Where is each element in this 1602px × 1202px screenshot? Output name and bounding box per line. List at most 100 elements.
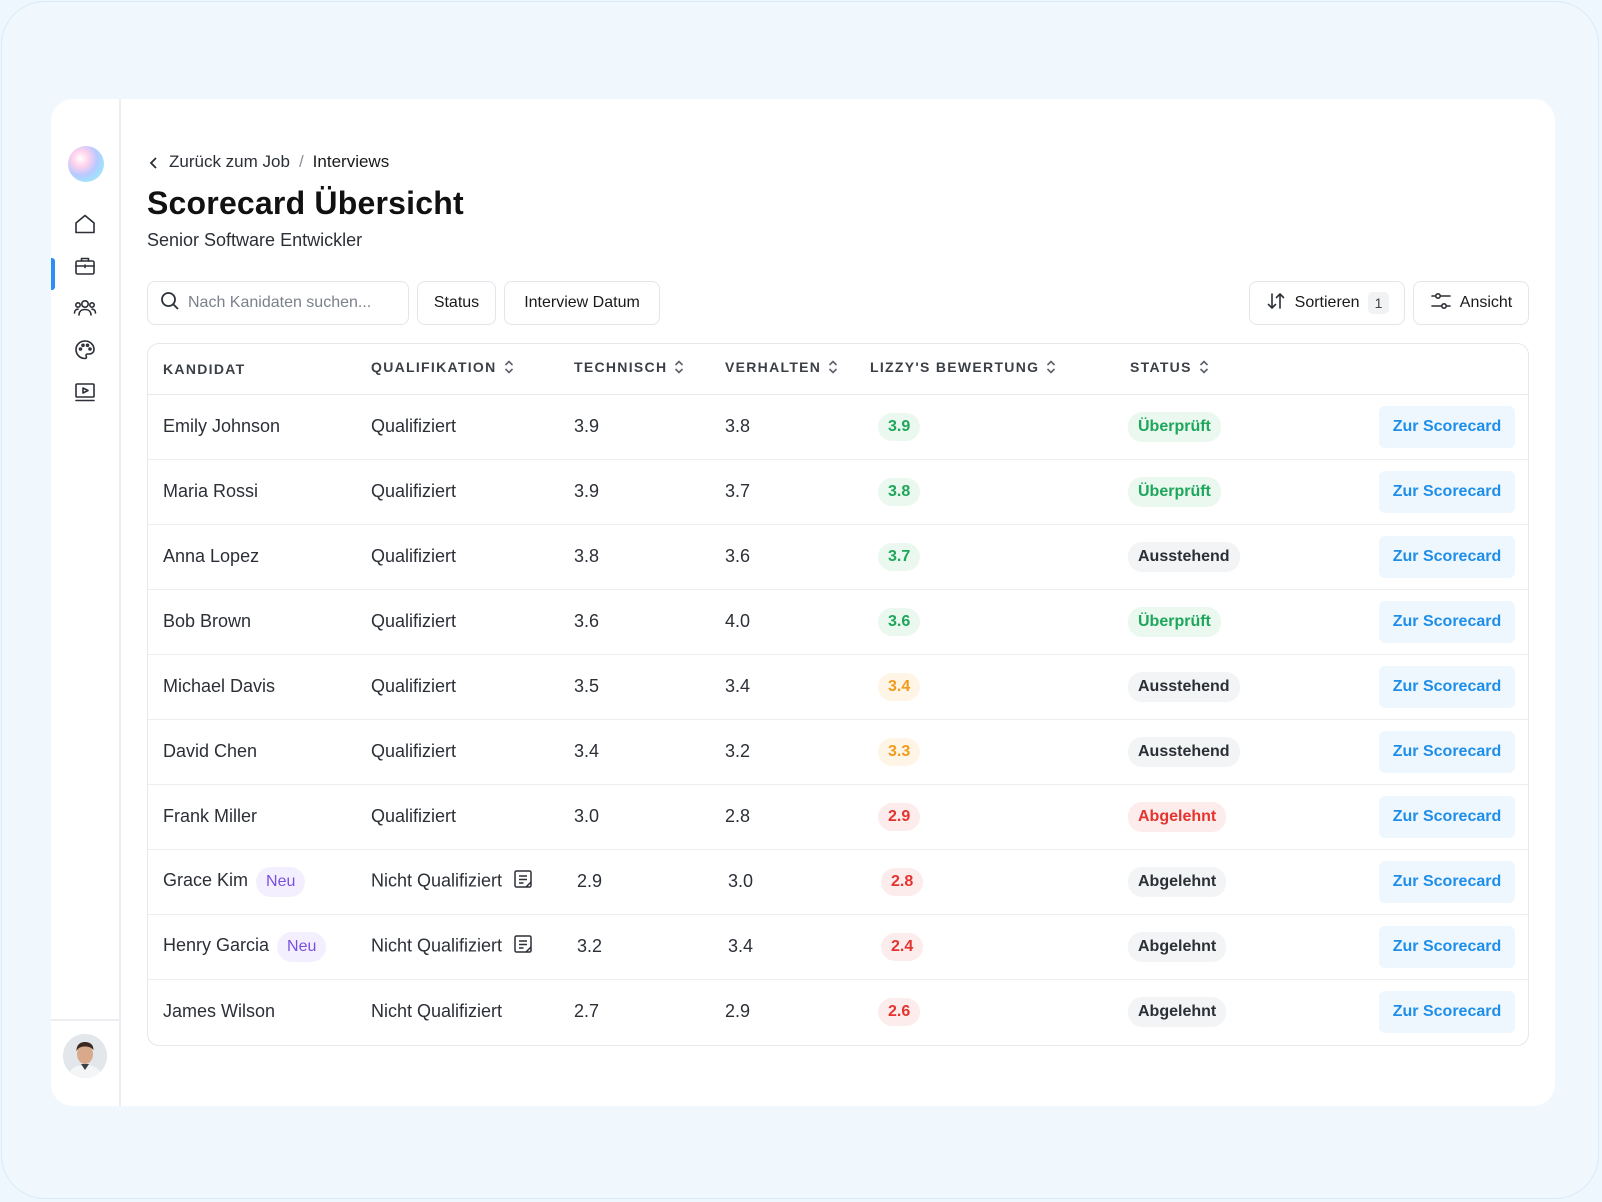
note-icon[interactable] <box>512 868 534 895</box>
search-box <box>147 281 409 325</box>
sort-button[interactable]: Sortieren 1 <box>1249 281 1405 325</box>
candidate-name: Emily Johnson <box>163 416 281 436</box>
page-subtitle: Senior Software Entwickler <box>147 230 363 250</box>
rating-cell: 3.4 <box>855 654 1115 719</box>
sidebar-item-home[interactable] <box>70 211 100 241</box>
qualification-value: Nicht Qualifiziert <box>371 870 503 891</box>
open-scorecard-button[interactable]: Zur Scorecard <box>1379 405 1515 448</box>
status-cell: Abgelehnt <box>1115 979 1315 1044</box>
table-row: David Chen Qualifiziert 3.4 3.2 3.3 Ausstehen… <box>148 719 1528 784</box>
status-cell: Ausstehend <box>1115 654 1315 719</box>
chevron-left-icon[interactable] <box>147 155 161 169</box>
qualification-cell: Qualifiziert <box>356 654 559 719</box>
breadcrumb: Zurück zum Job / Interviews <box>147 152 389 172</box>
status-badge: Ausstehend <box>1128 736 1240 767</box>
rating-cell: 2.9 <box>855 784 1115 849</box>
status-cell: Überprüft <box>1115 394 1315 459</box>
avatar[interactable] <box>63 1034 107 1078</box>
column-header-lizzy-rating[interactable]: Lizzy's Bewertung <box>855 344 1115 395</box>
table-row: Henry Garcia Neu Nicht Qualifiziert 3.2 3.4 2… <box>148 914 1528 979</box>
interview-date-filter-label: Interview Datum <box>524 294 640 311</box>
open-scorecard-button[interactable]: Zur Scorecard <box>1379 535 1515 578</box>
sort-toggle-icon[interactable] <box>503 359 515 378</box>
view-button[interactable]: Ansicht <box>1413 281 1529 325</box>
brand-logo[interactable] <box>68 146 104 182</box>
candidate-name: Bob Brown <box>163 611 252 631</box>
rating-cell: 2.4 <box>855 914 1115 979</box>
search-input[interactable] <box>188 294 388 312</box>
lizzy-rating-badge: 3.4 <box>878 672 921 701</box>
note-icon[interactable] <box>512 933 534 960</box>
candidate-name: Michael Davis <box>163 676 276 696</box>
action-cell: Zur Scorecard <box>1315 719 1528 784</box>
column-header-technical[interactable]: Technisch <box>559 344 710 395</box>
qualification-value: Qualifiziert <box>371 611 457 631</box>
action-cell: Zur Scorecard <box>1315 979 1528 1044</box>
rating-cell: 3.3 <box>855 719 1115 784</box>
sort-toggle-icon[interactable] <box>1198 359 1210 378</box>
interview-date-filter-button[interactable]: Interview Datum <box>504 281 660 325</box>
status-badge: Abgelehnt <box>1128 931 1227 962</box>
candidate-cell: David Chen <box>148 719 356 784</box>
lizzy-rating-badge: 2.9 <box>878 802 921 831</box>
app-window: Zurück zum Job / Interviews Scorecard Üb… <box>51 99 1555 1106</box>
table-row: Michael Davis Qualifiziert 3.5 3.4 3.4 Ausste… <box>148 654 1528 719</box>
status-badge: Abgelehnt <box>1128 801 1227 832</box>
technical-score: 3.4 <box>574 741 600 761</box>
behavior-score: 3.7 <box>725 481 751 501</box>
sort-count-badge: 1 <box>1367 292 1390 314</box>
open-scorecard-button[interactable]: Zur Scorecard <box>1379 730 1515 773</box>
open-scorecard-button[interactable]: Zur Scorecard <box>1379 925 1515 968</box>
lizzy-rating-badge: 3.3 <box>878 737 921 766</box>
lizzy-rating-badge: 3.7 <box>878 542 921 571</box>
scorecard-table: Kandidat Qualifikation Technisch Verhalt… <box>147 343 1529 1046</box>
qualification-cell: Nicht Qualifiziert <box>356 914 559 979</box>
column-header-behavior[interactable]: Verhalten <box>710 344 855 395</box>
open-scorecard-button[interactable]: Zur Scorecard <box>1379 990 1515 1033</box>
action-cell: Zur Scorecard <box>1315 784 1528 849</box>
sort-toggle-icon[interactable] <box>1045 359 1057 378</box>
action-cell: Zur Scorecard <box>1315 914 1528 979</box>
qualification-cell: Qualifiziert <box>356 589 559 654</box>
qualification-value: Qualifiziert <box>371 481 457 501</box>
sidebar-item-design[interactable] <box>70 337 100 367</box>
candidate-cell: Bob Brown <box>148 589 356 654</box>
technical-score: 3.0 <box>574 806 600 826</box>
sidebar-item-jobs[interactable] <box>70 253 100 283</box>
status-badge: Abgelehnt <box>1128 996 1227 1027</box>
open-scorecard-button[interactable]: Zur Scorecard <box>1379 600 1515 643</box>
new-badge: Neu <box>277 931 327 962</box>
technical-score: 2.9 <box>577 871 603 891</box>
sidebar-item-videos[interactable] <box>70 379 100 409</box>
behavior-score: 3.8 <box>725 416 751 436</box>
qualification-value: Nicht Qualifiziert <box>371 935 503 956</box>
open-scorecard-button[interactable]: Zur Scorecard <box>1379 470 1515 513</box>
qualification-cell: Qualifiziert <box>356 784 559 849</box>
behavior-score: 3.0 <box>728 871 754 891</box>
status-badge: Ausstehend <box>1128 541 1240 572</box>
status-cell: Ausstehend <box>1115 719 1315 784</box>
view-label: Ansicht <box>1459 294 1513 311</box>
candidate-cell: Maria Rossi <box>148 459 356 524</box>
sort-toggle-icon[interactable] <box>827 359 839 378</box>
technical-score: 3.9 <box>574 416 600 436</box>
breadcrumb-back-link[interactable]: Zurück zum Job <box>169 152 290 171</box>
rating-cell: 3.6 <box>855 589 1115 654</box>
open-scorecard-button[interactable]: Zur Scorecard <box>1379 795 1515 838</box>
sidebar-item-candidates[interactable] <box>70 295 100 325</box>
status-filter-button[interactable]: Status <box>417 281 496 325</box>
sort-toggle-icon[interactable] <box>673 359 685 378</box>
column-header-qualification[interactable]: Qualifikation <box>356 344 559 395</box>
breadcrumb-separator: / <box>298 152 304 171</box>
status-badge: Ausstehend <box>1128 671 1240 702</box>
open-scorecard-button[interactable]: Zur Scorecard <box>1379 665 1515 708</box>
column-header-status[interactable]: Status <box>1115 344 1315 395</box>
lizzy-rating-badge: 2.4 <box>881 932 924 961</box>
breadcrumb-current[interactable]: Interviews <box>312 152 390 171</box>
status-cell: Überprüft <box>1115 589 1315 654</box>
new-badge: Neu <box>256 866 306 897</box>
open-scorecard-button[interactable]: Zur Scorecard <box>1379 860 1515 903</box>
table-row: Grace Kim Neu Nicht Qualifiziert 2.9 3.0 2.8 A… <box>148 849 1528 914</box>
technical-score: 3.6 <box>574 611 600 631</box>
